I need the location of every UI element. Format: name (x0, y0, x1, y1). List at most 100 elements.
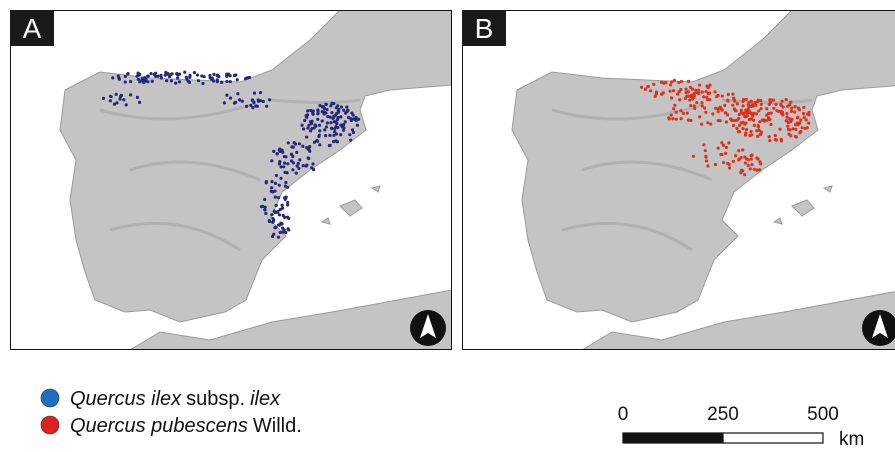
occurrence-dot (159, 74, 162, 77)
occurrence-dot (708, 98, 711, 101)
occurrence-dot (278, 149, 281, 152)
occurrence-dot (310, 127, 313, 130)
occurrence-dot (160, 76, 163, 79)
occurrence-dot (768, 139, 771, 142)
occurrence-dot (305, 114, 308, 117)
occurrence-dot (306, 127, 309, 130)
occurrence-dot (757, 125, 760, 128)
occurrence-dot (672, 89, 675, 92)
occurrence-dot (736, 102, 739, 105)
occurrence-dot (706, 85, 709, 88)
occurrence-dot (259, 91, 262, 94)
occurrence-dot (702, 95, 705, 98)
occurrence-dot (741, 148, 744, 151)
occurrence-dot (272, 218, 275, 221)
occurrence-dot (713, 90, 716, 93)
occurrence-dot (312, 113, 315, 116)
occurrence-dot (787, 133, 790, 136)
occurrence-dot (350, 112, 353, 115)
occurrence-dot (652, 83, 655, 86)
page: {"panels": [{"label": "A"}, {"label": "B… (0, 0, 895, 447)
occurrence-dot (670, 114, 673, 117)
occurrence-dot (302, 127, 305, 130)
occurrence-dot (644, 88, 647, 91)
occurrence-dot (298, 158, 301, 161)
occurrence-dot (698, 83, 701, 86)
occurrence-dot (675, 111, 678, 114)
occurrence-dot (225, 73, 228, 76)
occurrence-dot (689, 104, 692, 107)
occurrence-dot (760, 130, 763, 133)
occurrence-dot (726, 99, 729, 102)
occurrence-dot (747, 158, 750, 161)
occurrence-dot (728, 163, 731, 166)
occurrence-dot (297, 162, 300, 165)
occurrence-dot (785, 98, 788, 101)
occurrence-dot (689, 119, 692, 122)
occurrence-dot (725, 146, 728, 149)
occurrence-dot (165, 79, 168, 82)
occurrence-dot (769, 101, 772, 104)
occurrence-dot (264, 212, 267, 215)
occurrence-dot (802, 112, 805, 115)
occurrence-dot (689, 95, 692, 98)
occurrence-dot (307, 124, 310, 127)
occurrence-dot (135, 75, 138, 78)
occurrence-dot (790, 110, 793, 113)
occurrence-dot (254, 104, 257, 107)
occurrence-dot (339, 133, 342, 136)
occurrence-dot (268, 219, 271, 222)
occurrence-dot (705, 96, 708, 99)
occurrence-dot (309, 109, 312, 112)
occurrence-dot (115, 101, 118, 104)
occurrence-dot (292, 146, 295, 149)
occurrence-dot (731, 92, 734, 95)
occurrence-dot (697, 89, 700, 92)
occurrence-dot (720, 153, 723, 156)
occurrence-dot (714, 107, 717, 110)
occurrence-dot (706, 121, 709, 124)
occurrence-dot (333, 127, 336, 130)
occurrence-dot (684, 88, 687, 91)
occurrence-dot (223, 101, 226, 104)
occurrence-dot (234, 73, 237, 76)
occurrence-dot (687, 95, 690, 98)
occurrence-dot (138, 101, 141, 104)
occurrence-dot (695, 101, 698, 104)
occurrence-dot (330, 102, 333, 105)
occurrence-dot (328, 144, 331, 147)
occurrence-dot (174, 82, 177, 85)
occurrence-dot (305, 163, 308, 166)
occurrence-dot (225, 80, 228, 83)
occurrence-dot (115, 93, 118, 96)
occurrence-dot (724, 152, 727, 155)
occurrence-dot (727, 141, 730, 144)
occurrence-dot (700, 123, 703, 126)
occurrence-dot (742, 98, 745, 101)
occurrence-dot (670, 96, 673, 99)
occurrence-dot (212, 73, 215, 76)
occurrence-dot (781, 113, 784, 116)
occurrence-dot (328, 134, 331, 137)
occurrence-dot (274, 211, 277, 214)
occurrence-dot (704, 111, 707, 114)
occurrence-dot (295, 172, 298, 175)
occurrence-dot (794, 123, 797, 126)
occurrence-dot (265, 105, 268, 108)
occurrence-dot (671, 117, 674, 120)
occurrence-dot (356, 124, 359, 127)
occurrence-dot (270, 213, 273, 216)
occurrence-dot (212, 79, 215, 82)
occurrence-dot (799, 130, 802, 133)
occurrence-dot (760, 107, 763, 110)
occurrence-dot (732, 97, 735, 100)
occurrence-dot (345, 105, 348, 108)
occurrence-dot (734, 154, 737, 157)
occurrence-dot (703, 106, 706, 109)
occurrence-dot (138, 80, 141, 83)
occurrence-dot (702, 143, 705, 146)
occurrence-dot (310, 122, 313, 125)
occurrence-dot (326, 121, 329, 124)
occurrence-dot (109, 99, 112, 102)
occurrence-dot (772, 98, 775, 101)
